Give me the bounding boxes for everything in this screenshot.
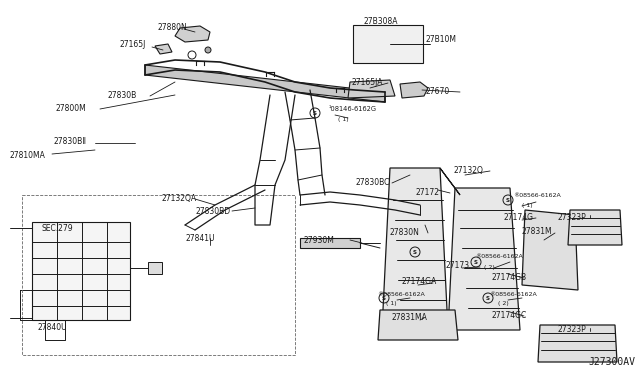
Text: J27300AV: J27300AV [588,357,635,367]
Polygon shape [568,210,622,245]
Polygon shape [175,26,210,42]
Text: ®08566-6162A: ®08566-6162A [377,292,425,296]
Text: ®08566-6162A: ®08566-6162A [513,192,561,198]
Polygon shape [522,210,578,290]
Bar [148,262,162,274]
Text: 27174GC: 27174GC [491,311,526,320]
Polygon shape [382,168,448,330]
Polygon shape [348,80,395,98]
Text: 27841U: 27841U [186,234,216,243]
Polygon shape [448,188,520,330]
Text: 27830BC: 27830BC [356,177,390,186]
Polygon shape [378,310,458,340]
Text: 27831M: 27831M [521,227,552,235]
Text: 27174G: 27174G [503,212,533,221]
Text: ( 2): ( 2) [484,264,495,269]
Text: ®08566-6162A: ®08566-6162A [475,254,523,260]
Text: S: S [474,260,478,264]
Text: S: S [382,295,386,301]
Polygon shape [538,325,617,362]
Text: ( 2): ( 2) [498,301,509,307]
Text: 27670: 27670 [426,87,451,96]
Polygon shape [300,238,360,248]
Text: ( 1): ( 1) [522,202,532,208]
Text: 27831MA: 27831MA [391,312,427,321]
Text: ®08566-6162A: ®08566-6162A [489,292,537,296]
Text: 27323P: 27323P [557,324,586,334]
Text: 27B308A: 27B308A [363,16,397,26]
Text: 27830BⅡ: 27830BⅡ [53,137,86,145]
Polygon shape [145,65,385,102]
Text: S: S [313,110,317,115]
Text: 27810MA: 27810MA [10,151,46,160]
Text: 27165JA: 27165JA [352,77,383,87]
Text: ¹08146-6162G: ¹08146-6162G [329,106,377,112]
Text: 27132Q: 27132Q [454,166,484,174]
Text: 27B10M: 27B10M [425,35,456,44]
Polygon shape [400,82,428,98]
Text: SEC.279: SEC.279 [42,224,74,232]
Text: 27830BD: 27830BD [196,206,231,215]
Text: 27840U: 27840U [38,323,68,331]
Text: 27173: 27173 [446,260,470,269]
Text: 27165J: 27165J [120,39,147,48]
Text: ( 1): ( 1) [386,301,397,307]
Text: 27880N: 27880N [158,22,188,32]
Polygon shape [155,44,172,54]
Text: 27323P: 27323P [557,212,586,221]
Text: 27172: 27172 [416,187,440,196]
Text: ( 1): ( 1) [338,116,349,122]
Text: S: S [486,295,490,301]
Circle shape [205,47,211,53]
Text: S: S [413,250,417,254]
Text: 27132QA: 27132QA [162,193,197,202]
Bar [353,25,423,63]
Polygon shape [32,222,130,320]
Text: S: S [506,198,510,202]
Text: 27930M: 27930M [304,235,335,244]
Text: 27174GB: 27174GB [491,273,526,282]
Text: 27830B: 27830B [108,90,137,99]
Polygon shape [440,168,460,195]
Text: 27830N: 27830N [390,228,420,237]
Text: 27174GA: 27174GA [401,276,436,285]
Text: 27800M: 27800M [56,103,87,112]
